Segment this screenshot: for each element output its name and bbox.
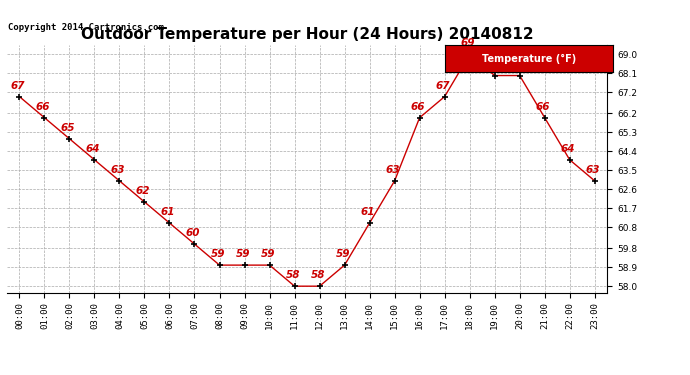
Text: 66: 66 (536, 102, 551, 112)
Text: 65: 65 (61, 123, 75, 133)
Text: 63: 63 (110, 165, 125, 175)
Text: 63: 63 (586, 165, 600, 175)
Text: 68: 68 (511, 60, 525, 69)
Text: 64: 64 (561, 144, 575, 154)
Text: 58: 58 (286, 270, 300, 280)
Text: 62: 62 (136, 186, 150, 196)
Text: 67: 67 (10, 81, 25, 91)
Text: 59: 59 (236, 249, 250, 259)
Text: 69: 69 (461, 39, 475, 48)
Text: 59: 59 (336, 249, 351, 259)
Text: Copyright 2014 Cartronics.com: Copyright 2014 Cartronics.com (8, 22, 164, 32)
Title: Outdoor Temperature per Hour (24 Hours) 20140812: Outdoor Temperature per Hour (24 Hours) … (81, 27, 533, 42)
Text: 66: 66 (36, 102, 50, 112)
Text: 63: 63 (386, 165, 400, 175)
Text: 61: 61 (361, 207, 375, 217)
Text: 59: 59 (261, 249, 275, 259)
Text: 60: 60 (186, 228, 200, 238)
Text: 58: 58 (310, 270, 325, 280)
Text: 67: 67 (436, 81, 451, 91)
Text: 68: 68 (486, 60, 500, 69)
Text: 59: 59 (210, 249, 225, 259)
Text: 64: 64 (86, 144, 100, 154)
Text: 61: 61 (161, 207, 175, 217)
Text: 66: 66 (411, 102, 425, 112)
